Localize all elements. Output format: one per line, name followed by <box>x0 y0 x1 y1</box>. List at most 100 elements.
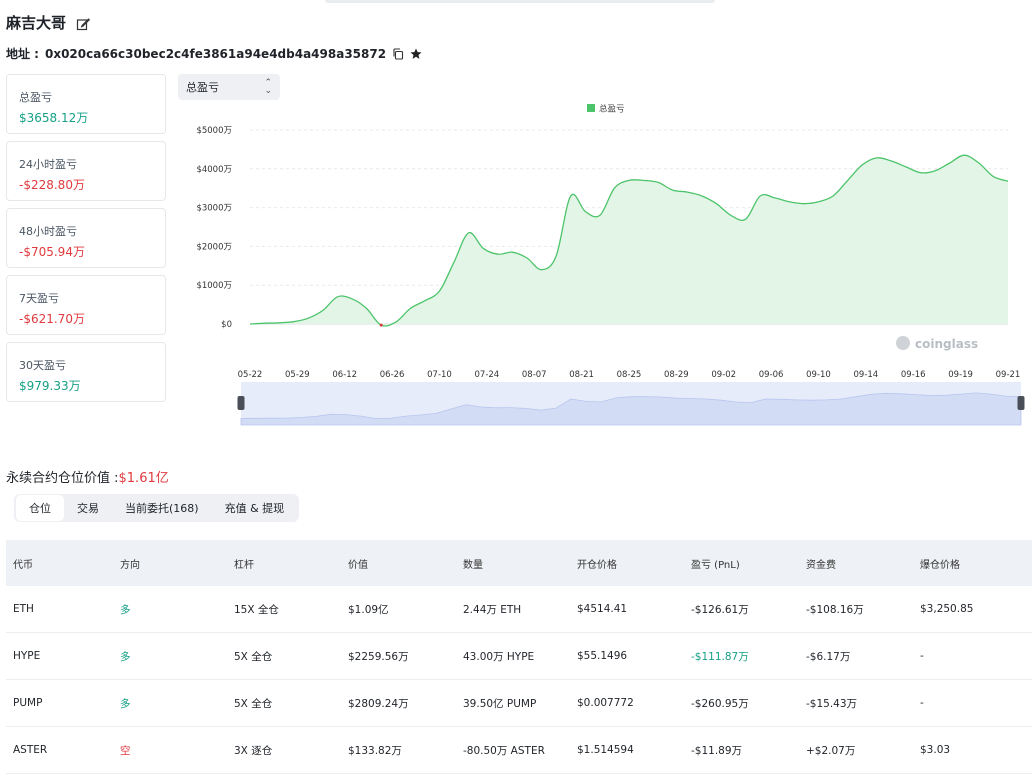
star-icon[interactable] <box>410 48 422 60</box>
cell-funding: -$6.17万 <box>806 650 851 663</box>
cell-value: $2809.24万 <box>348 697 409 710</box>
negative-point <box>379 323 383 327</box>
table-row[interactable]: HYPE 多 5X 全仓 $2259.56万 43.00万 HYPE $55.1… <box>6 633 1032 680</box>
column-header[interactable]: 盈亏 (PnL) <box>691 559 740 571</box>
stat-card-24h: 24小时盈亏 -$228.80万 <box>6 141 166 201</box>
column-header[interactable]: 方向 <box>120 559 140 571</box>
address-row: 地址 : 0x020ca66c30bec2c4fe3861a94e4db4a49… <box>6 45 422 62</box>
stat-value: -$705.94万 <box>19 245 85 259</box>
y-tick-label: $3000万 <box>196 204 232 214</box>
metric-select-value: 总盈亏 <box>186 81 219 94</box>
wallet-address: 0x020ca66c30bec2c4fe3861a94e4db4a498a358… <box>44 46 387 61</box>
column-header[interactable]: 数量 <box>463 559 483 571</box>
cell-entry-price: $4514.41 <box>577 603 628 615</box>
cell-quantity: 43.00万 HYPE <box>463 650 535 663</box>
x-tick-label: 07-24 <box>475 370 500 380</box>
cell-leverage: 5X 全仓 <box>234 650 273 663</box>
cell-token: ETH <box>13 603 34 615</box>
cell-entry-price: $55.1496 <box>577 650 628 662</box>
edit-icon[interactable] <box>76 16 91 30</box>
metric-select[interactable]: 总盈亏 ⌃ ⌄ <box>178 74 280 100</box>
x-tick-label: 08-29 <box>664 370 689 380</box>
x-tick-label: 05-22 <box>238 370 263 380</box>
x-tick-label: 09-16 <box>901 370 926 380</box>
positions-table: 代币 方向 杠杆 价值 数量 开仓价格 盈亏 (PnL) 资金费 爆仓价格 ET… <box>6 540 1032 774</box>
x-tick-label: 09-02 <box>711 370 736 380</box>
stat-label: 48小时盈亏 <box>19 225 77 238</box>
cell-quantity: 2.44万 ETH <box>463 603 522 616</box>
x-tick-label: 09-06 <box>759 370 784 380</box>
select-arrows-icon: ⌃ ⌄ <box>264 78 272 96</box>
x-tick-label: 06-26 <box>380 370 405 380</box>
cell-leverage: 15X 全仓 <box>234 603 279 616</box>
stat-label: 24小时盈亏 <box>19 158 77 171</box>
cell-liq-price: - <box>920 650 924 662</box>
column-header[interactable]: 开仓价格 <box>577 559 617 571</box>
copy-icon[interactable] <box>392 47 404 60</box>
cell-token: ASTER <box>13 744 48 756</box>
cell-funding: -$108.16万 <box>806 603 864 616</box>
positions-title-label: 永续合约仓位价值 : <box>6 471 119 486</box>
table-row[interactable]: ASTER 空 3X 逐仓 $133.82万 -80.50万 ASTER $1.… <box>6 727 1032 774</box>
x-tick-label: 09-21 <box>996 370 1021 380</box>
positions-tabs: 仓位 交易 当前委托(168) 充值 & 提现 <box>14 494 300 522</box>
cell-funding: -$15.43万 <box>806 697 858 710</box>
tab-deposits-withdrawals[interactable]: 充值 & 提现 <box>224 502 285 515</box>
positions-total-value: $1.61亿 <box>118 471 169 486</box>
tab-positions[interactable]: 仓位 <box>16 495 64 521</box>
cell-quantity: 39.50亿 PUMP <box>463 697 537 710</box>
stat-value: $979.33万 <box>19 379 81 393</box>
cell-direction: 空 <box>120 744 131 757</box>
series-line <box>249 154 1009 327</box>
stat-value: $3658.12万 <box>19 111 89 125</box>
y-tick-label: $4000万 <box>196 165 232 175</box>
x-tick-label: 09-19 <box>948 370 973 380</box>
navigator-series <box>240 392 1022 426</box>
cell-token: PUMP <box>13 697 43 709</box>
cell-entry-price: $1.514594 <box>577 744 634 756</box>
cell-entry-price: $0.007772 <box>577 697 634 709</box>
x-tick-label: 06-12 <box>332 370 357 380</box>
range-handle-right[interactable] <box>1017 396 1025 410</box>
range-handle-left[interactable] <box>237 396 245 410</box>
column-header[interactable]: 资金费 <box>806 559 836 571</box>
stat-card-30d: 30天盈亏 $979.33万 <box>6 342 166 402</box>
x-tick-label: 05-29 <box>285 370 310 380</box>
column-header[interactable]: 代币 <box>13 559 33 571</box>
stat-label: 总盈亏 <box>19 91 52 104</box>
tab-trades[interactable]: 交易 <box>77 502 99 515</box>
cell-value: $2259.56万 <box>348 650 409 663</box>
x-tick-label: 09-14 <box>854 370 879 380</box>
table-row[interactable]: PUMP 多 5X 全仓 $2809.24万 39.50亿 PUMP $0.00… <box>6 680 1032 727</box>
cell-liq-price: - <box>920 697 924 709</box>
cell-pnl: -$260.95万 <box>691 697 749 710</box>
stat-value: -$621.70万 <box>19 312 85 326</box>
column-header[interactable]: 价值 <box>348 559 368 571</box>
cell-direction: 多 <box>120 603 131 616</box>
y-tick-label: $5000万 <box>196 126 232 136</box>
column-header[interactable]: 爆仓价格 <box>920 559 960 571</box>
y-tick-label: $2000万 <box>196 242 232 252</box>
cell-pnl: -$111.87万 <box>691 650 749 663</box>
cell-pnl: -$11.89万 <box>691 744 743 757</box>
series-area <box>250 155 1008 327</box>
legend-swatch <box>587 104 595 112</box>
tab-open-orders[interactable]: 当前委托(168) <box>125 502 199 515</box>
cell-leverage: 3X 逐仓 <box>234 744 273 757</box>
x-tick-label: 08-21 <box>569 370 594 380</box>
cell-direction: 多 <box>120 697 131 710</box>
address-label: 地址 : <box>6 47 39 61</box>
cell-funding: +$2.07万 <box>806 744 856 757</box>
stat-label: 7天盈亏 <box>19 292 59 305</box>
positions-title: 永续合约仓位价值 :$1.61亿 <box>6 467 169 486</box>
pnl-chart[interactable]: $5000万 $4000万 $3000万 $2000万 $1000万 $0 总盈亏 coing… <box>170 95 1032 430</box>
stat-card-7d: 7天盈亏 -$621.70万 <box>6 275 166 335</box>
column-header[interactable]: 杠杆 <box>234 559 254 571</box>
stat-card-total: 总盈亏 $3658.12万 <box>6 74 166 134</box>
x-tick-label: 07-10 <box>427 370 452 380</box>
cell-liq-price: $3.03 <box>920 744 951 756</box>
stat-label: 30天盈亏 <box>19 359 66 372</box>
table-row[interactable]: ETH 多 15X 全仓 $1.09亿 2.44万 ETH $4514.41 -… <box>6 586 1032 633</box>
cell-liq-price: $3,250.85 <box>920 603 974 615</box>
table-header: 代币 方向 杠杆 价值 数量 开仓价格 盈亏 (PnL) 资金费 爆仓价格 <box>6 540 1032 586</box>
